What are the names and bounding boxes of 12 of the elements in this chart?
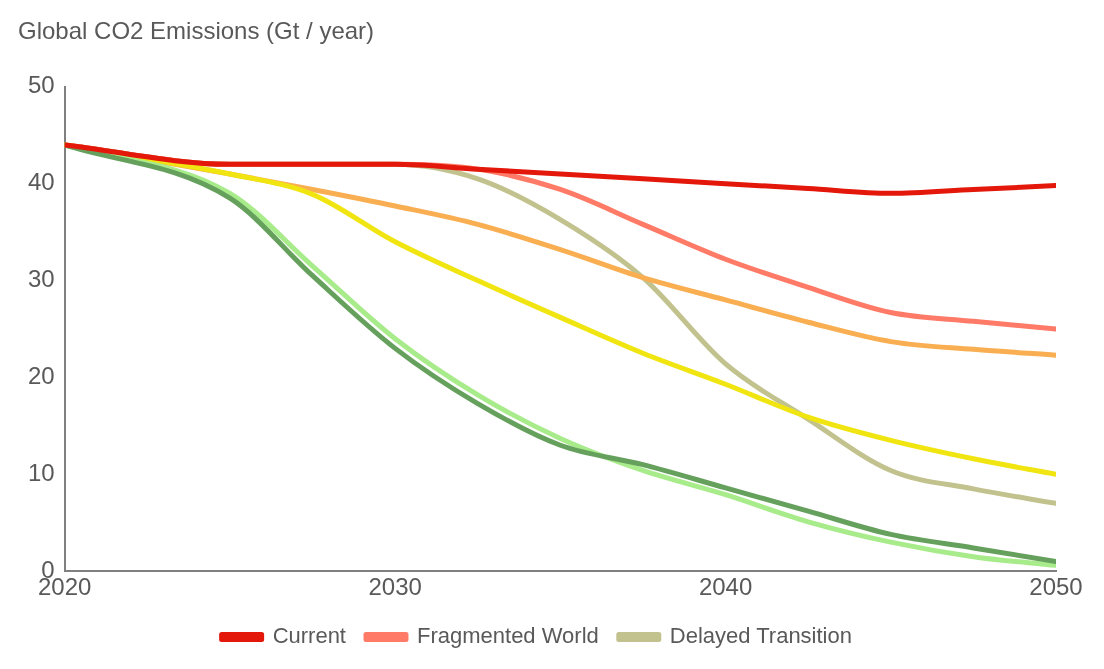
y-tick-label: 20 [27, 362, 55, 390]
y-tick-label: 50 [27, 71, 55, 99]
y-tick-label: 40 [27, 168, 55, 196]
legend-label: Delayed Transition [669, 623, 852, 649]
x-tick-label: 2030 [368, 573, 422, 601]
y-tick-label: 10 [27, 458, 55, 486]
x-tick-label: 2050 [1029, 573, 1083, 601]
legend-label: Current [272, 623, 346, 649]
x-tick-label: 2040 [698, 573, 753, 601]
legend-label: Fragmented World [416, 623, 599, 649]
chart-title: Global CO2 Emissions (Gt / year) [18, 17, 375, 45]
y-tick-label: 30 [27, 265, 55, 293]
